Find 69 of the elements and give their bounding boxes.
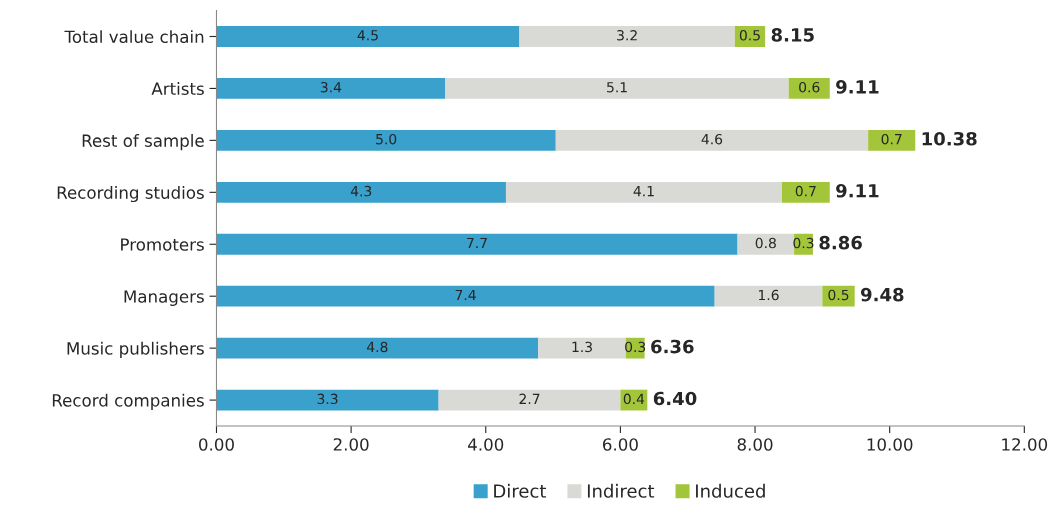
legend-label: Indirect bbox=[587, 483, 655, 498]
y-tick-label: Recording studios bbox=[57, 185, 204, 203]
data-label: 0.6 bbox=[799, 81, 820, 93]
bar bbox=[216, 181, 506, 203]
data-label: 1.6 bbox=[758, 289, 779, 301]
total-label: 10.38 bbox=[922, 131, 977, 146]
y-tick-label: Total value chain bbox=[64, 30, 204, 44]
x-tick-label: 0.00 bbox=[199, 438, 234, 451]
data-label: 0.8 bbox=[755, 237, 776, 249]
y-tick-label: Music publishers bbox=[67, 341, 204, 358]
total-label: 8.15 bbox=[771, 28, 814, 42]
x-tick-label: 10.00 bbox=[867, 438, 913, 451]
data-label: 7.4 bbox=[455, 289, 476, 301]
y-tick-label: Rest of sample bbox=[82, 134, 204, 151]
data-label: 4.3 bbox=[350, 185, 372, 197]
bar bbox=[788, 78, 830, 99]
data-label: 0.5 bbox=[739, 30, 760, 41]
x-tick-label: 4.00 bbox=[468, 438, 504, 451]
bar bbox=[822, 285, 855, 307]
bar bbox=[438, 389, 621, 411]
y-tick-label: Artists bbox=[151, 82, 204, 95]
data-label: 7.7 bbox=[467, 237, 487, 249]
x-tick-label: 6.00 bbox=[603, 438, 638, 451]
total-label: 6.36 bbox=[651, 339, 694, 354]
total-label: 9.48 bbox=[860, 287, 904, 302]
bar bbox=[216, 389, 439, 411]
data-label: 3.2 bbox=[617, 30, 637, 41]
data-label: 1.3 bbox=[572, 341, 592, 353]
data-label: 5.1 bbox=[607, 82, 627, 93]
data-label: 4.6 bbox=[701, 133, 723, 145]
x-tick-label: 2.00 bbox=[333, 438, 369, 451]
bar bbox=[216, 233, 738, 255]
data-label: 4.1 bbox=[633, 186, 654, 197]
total-label: 8.86 bbox=[819, 235, 862, 250]
y-tick-label: Record companies bbox=[52, 393, 204, 410]
data-label: 3.4 bbox=[320, 81, 342, 93]
data-label: 0.5 bbox=[828, 289, 849, 301]
data-label: 4.8 bbox=[367, 341, 388, 353]
bar bbox=[216, 285, 715, 307]
data-label: 3.3 bbox=[317, 393, 338, 405]
y-tick-label: Promoters bbox=[121, 238, 204, 251]
data-label: 0.7 bbox=[795, 185, 816, 197]
bar bbox=[868, 129, 916, 151]
bar bbox=[737, 233, 795, 255]
bar bbox=[216, 78, 446, 99]
bar bbox=[505, 181, 782, 203]
bar bbox=[714, 285, 823, 307]
total-label: 6.40 bbox=[653, 391, 697, 406]
bar bbox=[781, 181, 830, 203]
bar bbox=[555, 129, 869, 151]
legend-label: Induced bbox=[696, 483, 765, 498]
x-tick-label: 8.00 bbox=[737, 438, 773, 451]
legend-label: Direct bbox=[494, 483, 547, 498]
y-tick-label: Managers bbox=[124, 290, 204, 306]
bar bbox=[519, 26, 735, 47]
data-label: 5.0 bbox=[376, 133, 397, 145]
bar bbox=[216, 26, 520, 47]
bar bbox=[216, 337, 539, 359]
bar bbox=[216, 129, 556, 151]
data-label: 0.4 bbox=[623, 393, 645, 405]
total-label: 9.11 bbox=[836, 80, 879, 94]
x-tick-label: 12.00 bbox=[1002, 438, 1048, 451]
data-label: 4.5 bbox=[357, 30, 378, 41]
bar bbox=[538, 337, 626, 359]
bar bbox=[445, 78, 789, 99]
total-label: 9.11 bbox=[836, 183, 879, 198]
data-label: 0.7 bbox=[881, 133, 902, 145]
bar bbox=[734, 26, 766, 47]
data-label: 2.7 bbox=[519, 393, 540, 404]
